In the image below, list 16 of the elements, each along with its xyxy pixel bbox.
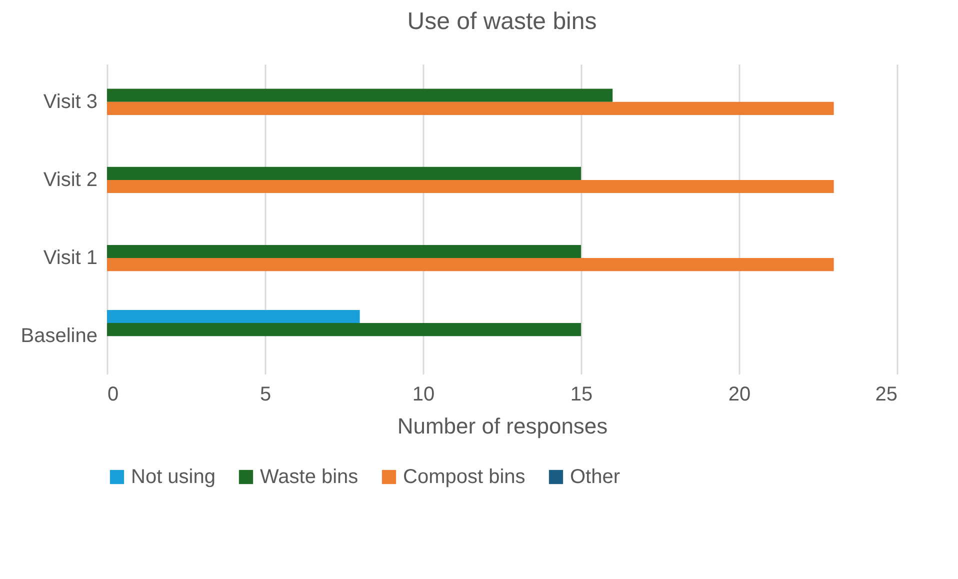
y-tick-label: Visit 3	[43, 90, 98, 113]
y-tick-label: Baseline	[20, 325, 98, 348]
x-axis-title: Number of responses	[397, 414, 608, 438]
legend-label: Not using	[131, 466, 216, 488]
x-tick-label: 25	[875, 384, 898, 406]
legend-label: Waste bins	[260, 466, 358, 488]
x-tick-label: 5	[260, 384, 272, 406]
legend-label: Other	[570, 466, 620, 488]
x-tick-label: 20	[728, 384, 751, 406]
y-tick-label: Visit 2	[43, 168, 98, 191]
x-tick-label: 15	[570, 384, 593, 406]
x-tick-label: 0	[108, 384, 119, 406]
x-tick-label: 10	[412, 384, 435, 406]
y-tick-label: Visit 1	[43, 247, 98, 270]
legend-label: Compost bins	[403, 466, 526, 488]
chart-title: Use of waste bins	[407, 8, 597, 35]
